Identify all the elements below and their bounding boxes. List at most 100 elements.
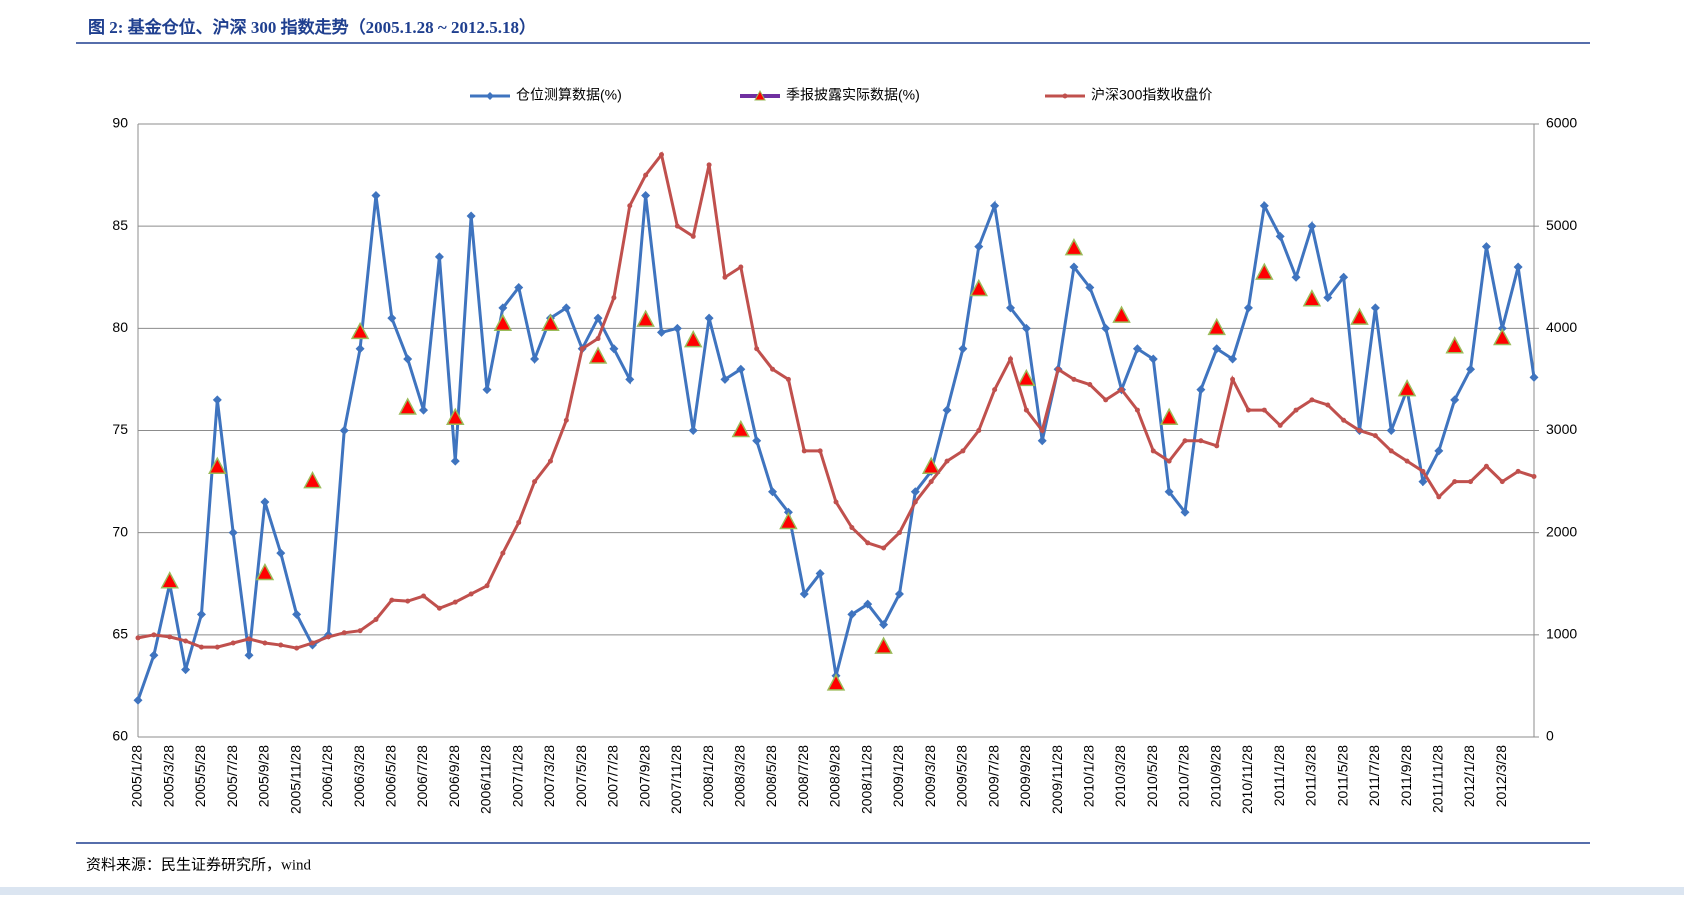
x-tick-label: 2005/9/28	[256, 745, 272, 807]
x-tick-label: 2010/7/28	[1176, 745, 1192, 807]
x-tick-label: 2011/9/28	[1398, 745, 1414, 806]
point	[944, 458, 950, 464]
point	[1214, 443, 1220, 449]
point	[339, 426, 349, 435]
point	[1388, 448, 1394, 454]
x-tick-label: 2006/9/28	[446, 745, 462, 807]
point	[1418, 477, 1428, 487]
point	[1150, 448, 1156, 454]
point	[1452, 479, 1458, 485]
point	[1261, 407, 1267, 413]
point	[135, 635, 141, 641]
point	[1055, 366, 1061, 372]
point	[879, 620, 889, 630]
point	[1325, 402, 1331, 408]
point	[208, 456, 227, 475]
point	[294, 645, 300, 651]
x-tick-label: 2009/3/28	[922, 745, 938, 807]
point	[1023, 407, 1029, 413]
x-tick-label: 2009/7/28	[985, 745, 1001, 807]
point	[815, 569, 825, 579]
point	[1196, 385, 1206, 395]
point	[688, 426, 698, 435]
x-tick-label: 2005/1/28	[129, 745, 145, 807]
point	[849, 525, 855, 531]
point	[310, 640, 315, 646]
y-tick-label: 70	[112, 523, 128, 539]
point	[262, 640, 268, 646]
point	[1323, 293, 1333, 303]
point	[1148, 354, 1158, 364]
x-tick-label: 2008/5/28	[763, 745, 779, 807]
point	[498, 303, 508, 313]
y-tick-label: 85	[112, 217, 128, 233]
point	[1159, 407, 1179, 425]
point	[1166, 458, 1172, 464]
point	[303, 470, 322, 489]
point	[768, 487, 778, 497]
point	[754, 346, 760, 352]
x-tick-label: 2010/1/28	[1081, 745, 1097, 807]
point	[563, 417, 569, 423]
point	[720, 374, 730, 384]
point	[198, 644, 204, 650]
x-tick-label: 2006/1/28	[319, 745, 335, 807]
point	[1515, 468, 1521, 474]
point	[896, 530, 902, 536]
x-tick-label: 2007/1/28	[509, 745, 525, 807]
y2-tick-label: 2000	[1546, 523, 1577, 539]
point	[722, 274, 728, 280]
point	[1493, 327, 1512, 346]
point	[1008, 356, 1013, 362]
point	[405, 598, 411, 604]
y2-tick-label: 5000	[1546, 217, 1577, 233]
y2-tick-label: 3000	[1546, 421, 1577, 437]
point	[847, 609, 857, 619]
point	[355, 344, 365, 354]
point	[1243, 303, 1253, 313]
point	[736, 364, 746, 374]
point	[403, 354, 413, 364]
point	[833, 499, 839, 505]
point	[625, 374, 635, 384]
point	[1103, 397, 1109, 403]
point	[482, 385, 492, 395]
x-tick-label: 2009/11/28	[1049, 745, 1065, 814]
point	[865, 540, 871, 546]
point	[928, 479, 934, 485]
point	[244, 650, 254, 660]
point	[1499, 479, 1505, 485]
legend-marker	[754, 89, 766, 101]
point	[1513, 262, 1523, 272]
legend-marker	[486, 92, 494, 100]
point	[1350, 307, 1369, 325]
x-tick-label: 2007/5/28	[573, 745, 589, 807]
x-tick-label: 2005/3/28	[160, 745, 176, 807]
point	[990, 201, 1000, 211]
point	[1531, 473, 1537, 479]
point	[627, 203, 633, 209]
point	[421, 593, 427, 599]
point	[1017, 368, 1036, 387]
x-tick-label: 2010/9/28	[1207, 745, 1223, 807]
y2-tick-label: 1000	[1546, 626, 1577, 642]
point	[181, 665, 191, 675]
point	[436, 605, 442, 611]
point	[419, 405, 429, 415]
x-tick-label: 2008/7/28	[795, 745, 811, 807]
point	[212, 395, 222, 405]
point	[1397, 379, 1417, 397]
x-tick-label: 2006/5/28	[383, 745, 399, 807]
point	[659, 152, 664, 158]
point	[1445, 336, 1464, 354]
y2-tick-label: 0	[1546, 728, 1554, 744]
x-tick-label: 2007/11/28	[668, 745, 684, 814]
point	[976, 428, 982, 433]
point	[1483, 463, 1489, 469]
point	[1434, 446, 1444, 456]
point	[1037, 436, 1047, 446]
point	[974, 242, 984, 252]
y2-tick-label: 6000	[1546, 115, 1577, 131]
y-tick-label: 60	[112, 728, 128, 744]
point	[609, 344, 619, 354]
